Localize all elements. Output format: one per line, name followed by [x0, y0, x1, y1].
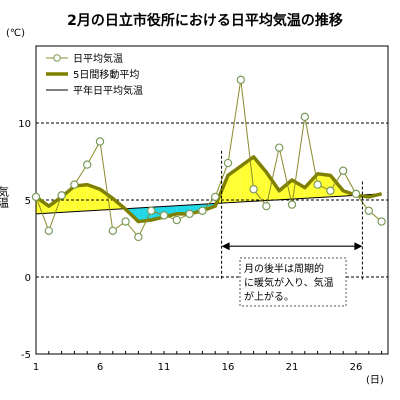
data-point [339, 166, 348, 175]
data-point [377, 217, 386, 226]
data-point [326, 186, 335, 195]
annotation-line-2: に暖気が入り、気温 [244, 276, 334, 289]
annotation-box [239, 257, 347, 307]
data-point [57, 191, 66, 200]
x-tick-label: 16 [222, 362, 235, 373]
data-point [185, 209, 194, 219]
data-point [287, 200, 297, 209]
anomaly-fill-warm [228, 166, 241, 203]
data-point [198, 206, 207, 215]
y-tick-label: 0 [25, 273, 31, 284]
annotation-arrowhead-left [221, 242, 230, 251]
data-point [236, 75, 245, 85]
data-point [31, 192, 41, 202]
legend-label-moving-average: 5日間移動平均 [73, 68, 139, 81]
y-tick-label: -5 [21, 350, 31, 361]
legend-label-daily: 日平均気温 [73, 52, 123, 65]
annotation: 月の後半は周期的 に暖気が入り、気温 が上がる。 [221, 150, 363, 307]
data-point [146, 206, 156, 215]
data-point [70, 180, 79, 189]
data-point [210, 192, 220, 202]
data-point [44, 226, 54, 235]
annotation-line-1: 月の後半は周期的 [244, 262, 324, 275]
anomaly-fill-warm [87, 184, 100, 211]
data-point [364, 206, 373, 215]
data-point [275, 143, 284, 152]
x-tick-label: 11 [158, 362, 171, 373]
data-point [223, 158, 233, 168]
y-tick-label: 10 [18, 119, 31, 130]
chart-title: 2月の日立市役所における日平均気温の推移 [67, 12, 343, 29]
x-axis-unit: (日) [366, 375, 384, 386]
anomaly-fill-warm [61, 186, 75, 213]
series-lines [34, 79, 383, 238]
data-point [313, 180, 322, 189]
y-tick-label: 5 [25, 196, 31, 207]
y-axis-label: 気温 [0, 185, 10, 208]
annotation-arrowhead-right [354, 242, 363, 251]
legend: 日平均気温 5日間移動平均 平年日平均気温 [42, 50, 154, 100]
data-point [351, 189, 361, 199]
data-point [262, 201, 271, 211]
legend-label-normal: 平年日平均気温 [73, 84, 143, 97]
data-point [108, 226, 118, 235]
x-tick-label: 1 [33, 362, 39, 373]
data-point [172, 215, 181, 225]
data-point [121, 217, 130, 226]
series-line-daily [35, 79, 382, 238]
x-tick-label: 6 [97, 362, 103, 373]
y-axis-unit: (℃) [6, 28, 25, 39]
series-line-moving-average [34, 155, 383, 224]
annotation-arrow [221, 150, 363, 281]
y-axis: -5 0 5 10 [18, 119, 31, 361]
data-point [159, 211, 169, 220]
data-point [249, 185, 258, 194]
data-point [134, 232, 143, 242]
legend-marker-daily [53, 54, 61, 62]
data-point [82, 160, 92, 169]
data-points [31, 75, 386, 242]
data-point [300, 112, 309, 122]
x-tick-label: 21 [286, 362, 299, 373]
anomaly-fill-warm [304, 173, 318, 199]
anomaly-fill-warm [74, 184, 88, 212]
data-point [95, 137, 105, 146]
x-tick-label: 26 [350, 362, 363, 373]
x-axis: 1 6 11 16 21 26 [33, 351, 383, 373]
annotation-line-3: が上がる。 [244, 290, 294, 303]
